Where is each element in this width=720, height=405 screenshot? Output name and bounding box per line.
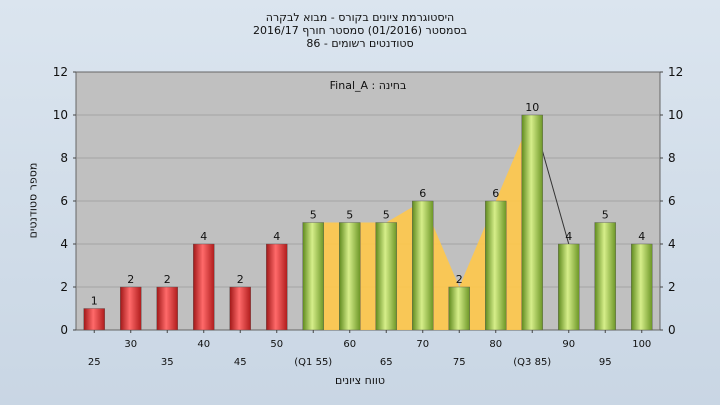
bar-85 [521, 114, 543, 331]
bar-value-label: 10 [525, 101, 539, 114]
bar-value-label: 6 [492, 187, 499, 200]
bar-value-label: 4 [638, 230, 645, 243]
x-tick-label: 80 [489, 339, 502, 350]
bar-55 [302, 222, 324, 331]
x-axis-label: טווח ציונים [335, 374, 385, 387]
y-tick-label-left: 6 [60, 194, 68, 208]
bar-50 [266, 243, 288, 331]
x-tick-label: 100 [632, 339, 651, 350]
x-tick-label: 70 [416, 339, 429, 350]
bar-value-label: 4 [273, 230, 280, 243]
x-tick-label: 95 [599, 357, 612, 368]
x-tick-label: 25 [88, 357, 101, 368]
bar-value-label: 2 [164, 273, 171, 286]
x-tick-label: 35 [161, 357, 174, 368]
bar-value-label: 4 [565, 230, 572, 243]
x-tick-label: 45 [234, 357, 247, 368]
chart-subtitle: בסמסטר (01/2016) סמסטר חורף 2016/17 [253, 24, 467, 37]
bar-75 [448, 286, 470, 331]
bar-value-label: 5 [602, 209, 609, 222]
x-tick-label: 75 [453, 357, 466, 368]
y-tick-label-right: 6 [668, 194, 676, 208]
x-tick-label: 30 [124, 339, 137, 350]
bar-40 [193, 243, 215, 331]
x-tick-label: 65 [380, 357, 393, 368]
bar-value-label: 6 [419, 187, 426, 200]
bar-35 [156, 286, 178, 331]
bar-90 [558, 243, 580, 331]
bar-45 [229, 286, 251, 331]
bar-value-label: 2 [456, 273, 463, 286]
chart-enrollment: סטודנטים רשומים - 86 [306, 37, 414, 50]
y-tick-label-right: 0 [668, 323, 676, 337]
y-tick-label-left: 12 [53, 65, 68, 79]
y-axis-label: מספר סטודנטים [26, 162, 40, 239]
bar-65 [375, 222, 397, 331]
x-tick-label: 60 [343, 339, 356, 350]
y-tick-label-left: 4 [60, 237, 68, 251]
bar-95 [594, 222, 616, 331]
x-tick-label: (Q1 55) [294, 357, 332, 368]
x-tick-label: 40 [197, 339, 210, 350]
chart-title: היסטוגרמת ציונים בקורס - מבוא לבקרה [265, 11, 455, 24]
bar-value-label: 5 [310, 209, 317, 222]
bar-30 [120, 286, 142, 331]
y-tick-label-right: 2 [668, 280, 676, 294]
bar-value-label: 2 [127, 273, 134, 286]
bar-80 [485, 200, 507, 331]
y-tick-label-left: 8 [60, 151, 68, 165]
y-tick-label-right: 12 [668, 65, 683, 79]
y-tick-label-left: 0 [60, 323, 68, 337]
exam-annotation: בחינה : Final_A [330, 79, 407, 92]
bar-60 [339, 222, 361, 331]
bar-value-label: 1 [91, 295, 98, 308]
bar-value-label: 2 [237, 273, 244, 286]
bar-value-label: 4 [200, 230, 207, 243]
x-tick-label: 90 [562, 339, 575, 350]
bar-value-label: 5 [346, 209, 353, 222]
y-tick-label-left: 2 [60, 280, 68, 294]
bar-100 [631, 243, 653, 331]
y-tick-label-right: 8 [668, 151, 676, 165]
y-tick-label-right: 10 [668, 108, 683, 122]
bar-25 [83, 308, 105, 331]
x-tick-label: (Q3 85) [513, 357, 551, 368]
x-tick-label: 50 [270, 339, 283, 350]
bar-70 [412, 200, 434, 331]
y-tick-label-left: 10 [53, 108, 68, 122]
bar-value-label: 5 [383, 209, 390, 222]
y-tick-label-right: 4 [668, 237, 676, 251]
